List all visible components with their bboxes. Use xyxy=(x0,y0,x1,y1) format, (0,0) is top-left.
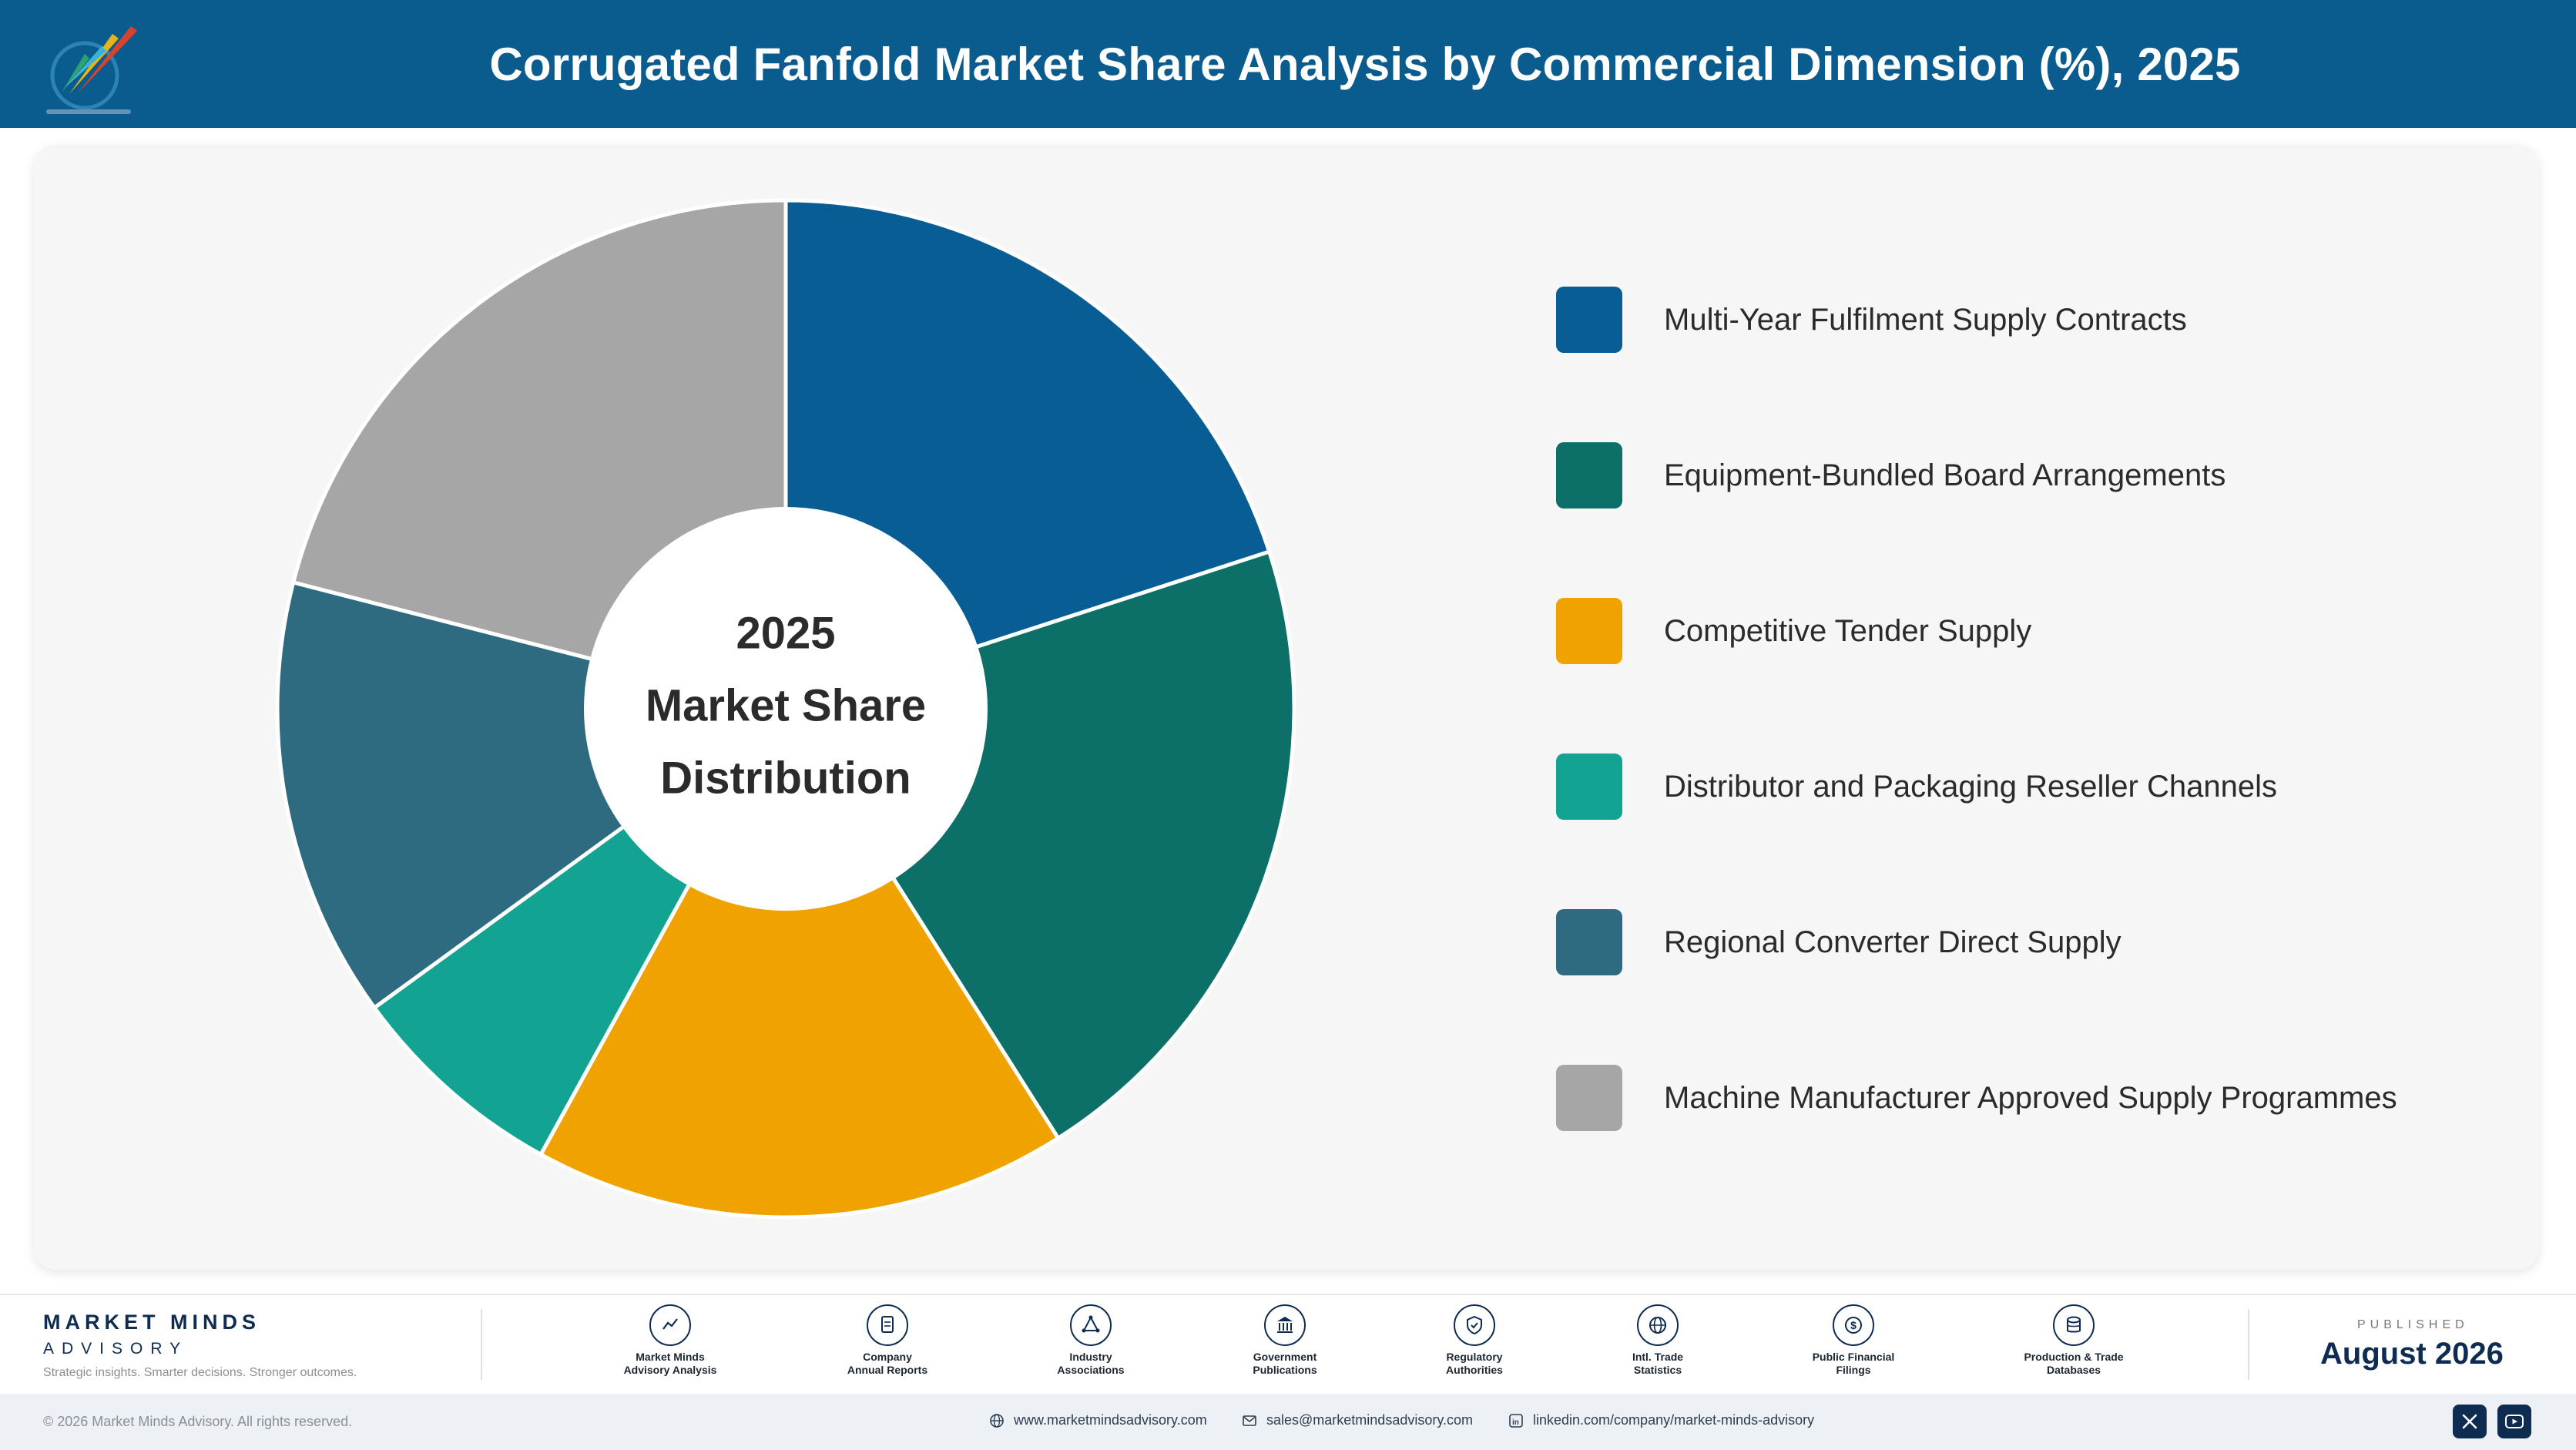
published-label: PUBLISHED xyxy=(2357,1318,2469,1331)
source-item: Company Annual Reports xyxy=(810,1304,964,1377)
svg-text:$: $ xyxy=(1850,1319,1857,1331)
svg-text:in: in xyxy=(1512,1418,1519,1427)
brand-tagline: Strategic insights. Smarter decisions. S… xyxy=(43,1366,357,1379)
brand-name: MARKET MINDS xyxy=(43,1311,260,1334)
linkedin-link[interactable]: in linkedin.com/company/market-minds-adv… xyxy=(1508,1412,1814,1428)
legend-label: Machine Manufacturer Approved Supply Pro… xyxy=(1664,1080,2397,1115)
source-label: Market Minds Advisory Analysis xyxy=(623,1351,717,1376)
chart-line-icon xyxy=(649,1304,691,1346)
legend-swatch xyxy=(1556,1065,1622,1131)
legend-item: Distributor and Packaging Reseller Chann… xyxy=(1556,754,2397,820)
brand-subtitle: ADVISORY xyxy=(43,1340,189,1358)
chart-legend: Multi-Year Fulfilment Supply Contracts Eq… xyxy=(1556,287,2397,1220)
source-label: Public Financial Filings xyxy=(1812,1351,1895,1376)
source-item: Market Minds Advisory Analysis xyxy=(593,1304,747,1377)
linkedin-icon: in xyxy=(1509,1413,1523,1428)
government-icon xyxy=(1264,1304,1306,1346)
chart-title: Corrugated Fanfold Market Share Analysis… xyxy=(489,38,2241,90)
globe-icon xyxy=(990,1413,1004,1428)
legend-swatch xyxy=(1556,754,1622,820)
copyright: © 2026 Market Minds Advisory. All rights… xyxy=(43,1414,353,1429)
donut-chart: 2025 Market Share Distribution xyxy=(275,198,1296,1220)
legend-label: Multi-Year Fulfilment Supply Contracts xyxy=(1664,302,2187,337)
mail-icon xyxy=(1243,1415,1256,1426)
source-item: Production & Trade Databases xyxy=(1997,1304,2151,1377)
source-item: Industry Associations xyxy=(1014,1304,1168,1377)
database-icon xyxy=(2053,1304,2095,1346)
youtube-icon xyxy=(2505,1415,2524,1428)
legend-label: Distributor and Packaging Reseller Chann… xyxy=(1664,769,2277,804)
bottom-bar: © 2026 Market Minds Advisory. All rights… xyxy=(0,1394,2576,1450)
source-label: Production & Trade Databases xyxy=(2024,1351,2124,1376)
footer-divider xyxy=(2248,1309,2249,1380)
header-bar: Corrugated Fanfold Market Share Analysis… xyxy=(0,0,2576,128)
x-social-button[interactable] xyxy=(2453,1405,2487,1438)
data-sources: Market Minds Advisory Analysis Company An… xyxy=(585,1304,2157,1389)
source-label: Government Publications xyxy=(1253,1351,1317,1376)
source-label: Intl. Trade Statistics xyxy=(1632,1351,1684,1376)
network-icon xyxy=(1070,1304,1112,1346)
pie-slice xyxy=(538,705,1062,1220)
legend-swatch xyxy=(1556,287,1622,353)
legend-label: Competitive Tender Supply xyxy=(1664,613,2032,648)
source-label: Regulatory Authorities xyxy=(1446,1351,1503,1376)
legend-swatch xyxy=(1556,598,1622,664)
globe-icon xyxy=(1637,1304,1679,1346)
document-icon xyxy=(867,1304,908,1346)
source-label: Company Annual Reports xyxy=(847,1351,928,1376)
footer-divider xyxy=(481,1309,482,1380)
source-item: Regulatory Authorities xyxy=(1397,1304,1551,1377)
footer: MARKET MINDS ADVISORY Strategic insights… xyxy=(0,1294,2576,1394)
x-icon xyxy=(2462,1414,2477,1429)
legend-item: Competitive Tender Supply xyxy=(1556,598,2397,664)
shield-icon xyxy=(1454,1304,1495,1346)
source-item: Intl. Trade Statistics xyxy=(1581,1304,1735,1377)
dollar-icon: $ xyxy=(1833,1304,1874,1346)
website-text: www.marketmindsadvisory.com xyxy=(1014,1412,1207,1428)
published-date: August 2026 xyxy=(2320,1337,2504,1371)
legend-item: Multi-Year Fulfilment Supply Contracts xyxy=(1556,287,2397,353)
email-link[interactable]: sales@marketmindsadvisory.com xyxy=(1242,1412,1473,1428)
legend-label: Regional Converter Direct Supply xyxy=(1664,925,2122,959)
legend-item: Equipment-Bundled Board Arrangements xyxy=(1556,442,2397,509)
legend-swatch xyxy=(1556,909,1622,975)
legend-item: Regional Converter Direct Supply xyxy=(1556,909,2397,975)
donut-hole xyxy=(584,507,988,911)
source-item: $ Public Financial Filings xyxy=(1776,1304,1930,1377)
company-logo xyxy=(46,26,137,114)
legend-label: Equipment-Bundled Board Arrangements xyxy=(1664,458,2226,492)
legend-item: Machine Manufacturer Approved Supply Pro… xyxy=(1556,1065,2397,1131)
legend-swatch xyxy=(1556,442,1622,509)
website-link[interactable]: www.marketmindsadvisory.com xyxy=(989,1412,1207,1428)
source-label: Industry Associations xyxy=(1057,1351,1125,1376)
center-label: Distribution xyxy=(660,753,911,803)
source-item: Government Publications xyxy=(1208,1304,1362,1377)
youtube-social-button[interactable] xyxy=(2497,1405,2531,1438)
linkedin-text: linkedin.com/company/market-minds-adviso… xyxy=(1533,1412,1815,1428)
email-text: sales@marketmindsadvisory.com xyxy=(1266,1412,1474,1428)
center-label: 2025 xyxy=(736,608,835,658)
center-label: Market Share xyxy=(646,680,926,730)
